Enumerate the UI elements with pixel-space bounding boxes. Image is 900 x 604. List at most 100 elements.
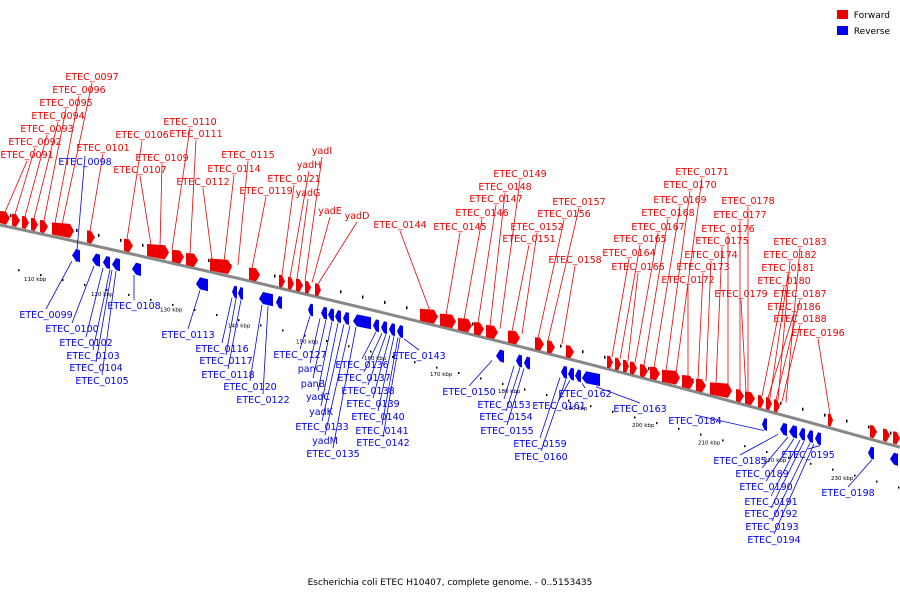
forward-gene <box>893 431 900 445</box>
gene-leader-line <box>159 163 163 247</box>
reverse-gene <box>496 349 504 363</box>
gene-label: ETEC_0136 <box>335 360 388 371</box>
gene-label: ETEC_0188 <box>773 314 826 325</box>
tick-label: 210 kbp <box>698 440 721 446</box>
gene-leader-line <box>320 322 339 407</box>
gene-leader-line <box>296 198 309 280</box>
gene-label: ETEC_0181 <box>761 263 814 274</box>
gene-label: ETEC_0100 <box>45 324 98 335</box>
strand-dot <box>414 361 416 364</box>
gene-leader-line <box>33 121 59 219</box>
gene-leader-line <box>540 378 567 452</box>
gene-label: yadE <box>318 206 341 217</box>
gene-label: ETEC_0145 <box>433 222 486 233</box>
gene-label: ETEC_0138 <box>341 386 394 397</box>
gene-leader-line <box>332 327 357 449</box>
gene-label: ETEC_0143 <box>392 351 445 362</box>
strand-dot <box>172 303 174 306</box>
strand-dot <box>898 486 900 489</box>
gene-leader-line <box>489 192 506 327</box>
forward-gene <box>508 330 520 345</box>
forward-gene <box>758 394 764 408</box>
strand-dot <box>846 419 848 423</box>
strand-dot <box>744 445 746 448</box>
gene-label: ETEC_0096 <box>52 85 105 96</box>
forward-gene <box>279 274 285 288</box>
gene-leader-line <box>317 321 333 392</box>
strand-dot <box>62 278 64 281</box>
gene-label: ETEC_0133 <box>295 422 348 433</box>
tick-label: 180 kbp <box>498 389 521 395</box>
gene-leader-line <box>399 230 431 312</box>
tick-label: 110 kbp <box>24 277 47 283</box>
gene-leader-line <box>311 216 331 283</box>
gene-leader-line <box>361 331 377 360</box>
reverse-gene <box>259 291 273 307</box>
gene-leader-line <box>289 170 310 278</box>
strand-dot <box>692 378 694 382</box>
strand-dot <box>326 339 328 342</box>
reverse-gene <box>196 277 208 292</box>
gene-label: ETEC_0092 <box>8 137 61 148</box>
reverse-gene <box>780 422 787 436</box>
gene-leader-line <box>739 433 779 456</box>
gene-label: ETEC_0147 <box>469 194 522 205</box>
gene-label: ETEC_0159 <box>513 439 566 450</box>
reverse-gene <box>890 452 898 466</box>
gene-label: ETEC_0140 <box>351 412 404 423</box>
reverse-gene <box>381 321 387 335</box>
reverse-gene <box>799 427 805 441</box>
reverse-gene <box>868 446 874 460</box>
gene-leader-line <box>382 337 401 438</box>
reverse-gene <box>815 432 821 446</box>
gene-label: ETEC_0164 <box>602 248 655 259</box>
forward-gene <box>710 382 732 398</box>
gene-leader-line <box>89 153 104 232</box>
gene-leader-line <box>92 269 111 351</box>
tick-label: 140 kbp <box>228 324 251 330</box>
reverse-gene <box>103 255 110 270</box>
gene-leader-line <box>807 445 821 450</box>
forward-gene <box>828 413 833 427</box>
gene-label: ETEC_0153 <box>477 400 530 411</box>
forward-gene <box>458 318 472 333</box>
gene-label: ETEC_0103 <box>66 351 119 362</box>
gene-label: ETEC_0149 <box>493 169 546 180</box>
gene-label: ETEC_0176 <box>701 224 754 235</box>
gene-label: ETEC_0108 <box>107 301 160 312</box>
strand-dot <box>106 288 108 291</box>
gene-label: ETEC_0118 <box>201 370 254 381</box>
gene-leader-line <box>24 134 48 217</box>
strand-dot <box>384 300 386 304</box>
reverse-gene <box>373 319 379 333</box>
gene-leader-line <box>539 377 561 439</box>
gene-leader-line <box>643 218 669 366</box>
gene-label: ETEC_0116 <box>195 344 248 355</box>
gene-label: ETEC_0127 <box>273 350 326 361</box>
gene-leader-line <box>697 272 704 380</box>
gene-leader-line <box>715 246 723 384</box>
reverse-gene <box>238 287 243 300</box>
gene-leader-line <box>765 438 795 482</box>
gene-label: ETEC_0150 <box>442 387 495 398</box>
gene-leader-line <box>611 258 630 357</box>
gene-label: ETEC_0158 <box>548 255 601 266</box>
gene-leader-line <box>619 244 641 360</box>
strand-dot <box>604 355 606 359</box>
forward-gene <box>566 345 574 359</box>
strand-dot <box>150 298 152 301</box>
strand-dot <box>678 427 680 430</box>
gene-label: ETEC_0135 <box>306 449 359 460</box>
reverse-gene <box>321 306 327 320</box>
forward-gene <box>640 364 648 378</box>
strand-dot <box>876 480 878 483</box>
gene-leader-line <box>740 299 747 392</box>
strand-dot <box>128 293 130 296</box>
forward-gene <box>22 215 29 229</box>
gene-label: ETEC_0193 <box>745 522 798 533</box>
gene-label: ETEC_0119 <box>239 186 292 197</box>
gene-leader-line <box>675 177 703 374</box>
strand-dot <box>260 324 262 327</box>
gene-label: ETEC_0161 <box>532 401 585 412</box>
